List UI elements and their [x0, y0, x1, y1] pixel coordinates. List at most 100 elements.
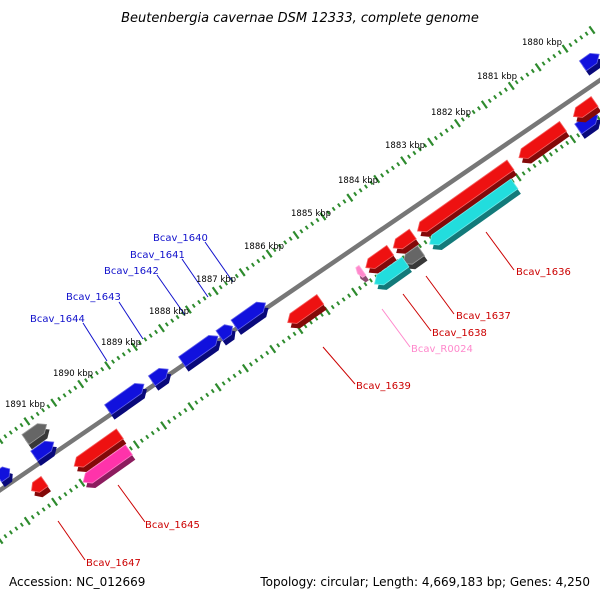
- outer-scale-tick: [541, 61, 546, 66]
- scale-label: 1885 kbp: [291, 209, 331, 219]
- inner-scale-tick: [269, 344, 277, 354]
- scale-label: 1891 kbp: [5, 400, 45, 410]
- gene-forward-body: [178, 335, 218, 367]
- inner-scale-tick: [336, 301, 341, 306]
- inner-scale-tick: [292, 331, 297, 337]
- outer-scale-tick: [191, 303, 196, 309]
- outer-scale-tick: [218, 284, 223, 290]
- gene-reverse: [73, 428, 127, 473]
- inner-scale-tick: [548, 152, 553, 157]
- outer-scale-tick: [552, 53, 557, 59]
- gene-forward-body: [104, 383, 144, 415]
- gene-label-forward: Bcav_1641: [130, 250, 185, 261]
- outer-scale-tick: [224, 281, 229, 286]
- inner-scale-tick: [363, 281, 368, 287]
- gene-pseudo-edge: [21, 423, 48, 445]
- inner-scale-tick: [156, 427, 161, 432]
- outer-scale-tick: [326, 210, 331, 215]
- outer-scale-tick: [573, 38, 578, 44]
- gene-reverse-body: [518, 121, 567, 159]
- outer-scale-tick: [170, 318, 175, 323]
- outer-scale-tick: [514, 79, 519, 85]
- outer-scale-tick: [89, 374, 94, 379]
- inner-scale-tick: [58, 495, 62, 501]
- genome-backbone: [0, 77, 600, 493]
- gene-rrna-body: [83, 444, 133, 484]
- gene-reverse: [287, 293, 327, 329]
- inner-scale-tick: [576, 133, 581, 138]
- outer-scale-tick: [154, 329, 159, 335]
- gene-reverse-edge: [572, 96, 599, 118]
- inner-scale-tick: [68, 488, 73, 493]
- outer-scale-tick: [277, 243, 282, 249]
- inner-scale-tick: [248, 362, 253, 367]
- gene-reverse-edge: [287, 293, 325, 324]
- gene-forward: [0, 466, 13, 487]
- inner-scale-tick: [368, 278, 373, 283]
- outer-scale-tick: [8, 430, 13, 435]
- inner-scale-tick: [565, 140, 570, 146]
- map-title: Beutenbergia cavernae DSM 12333, complet…: [121, 11, 479, 26]
- inner-scale-tick: [132, 440, 140, 449]
- inner-scale-tick: [227, 377, 232, 382]
- connector-bcav-r0024: [381, 308, 411, 348]
- outer-scale-tick: [450, 124, 455, 130]
- scale-label: 1884 kbp: [338, 176, 378, 186]
- gene-label-reverse: Bcav_1639: [356, 381, 411, 392]
- inner-scale-tick: [347, 293, 352, 298]
- connector-bcav-1643: [118, 301, 144, 340]
- inner-scale-tick: [541, 153, 549, 163]
- outer-scale-tick: [584, 31, 589, 36]
- inner-scale-tick: [150, 430, 155, 436]
- gene-reverse-body: [287, 294, 324, 324]
- inner-scale-tick: [314, 316, 319, 321]
- inner-scale-tick: [559, 144, 564, 149]
- gene-pseudo-body: [403, 245, 425, 265]
- gene-forward-edge: [178, 335, 219, 368]
- gene-reverse-body: [573, 96, 599, 118]
- outer-scale-tick: [30, 415, 35, 420]
- gene-reverse-body: [417, 160, 514, 232]
- outer-scale-tick: [337, 202, 342, 208]
- connector-bcav-1641: [181, 258, 209, 298]
- scale-label: 1882 kbp: [431, 108, 471, 118]
- gene-forward: [578, 52, 600, 76]
- gene-reverse: [518, 120, 570, 164]
- outer-scale-tick: [14, 426, 19, 432]
- inner-scale-tick: [63, 491, 68, 497]
- outer-scale-tick: [283, 240, 288, 245]
- gene-pseudo: [402, 245, 428, 270]
- outer-scale-tick: [530, 68, 535, 74]
- inner-scale-tick: [139, 438, 144, 443]
- inner-scale-tick: [74, 484, 79, 489]
- gene-rna-edge: [355, 264, 367, 278]
- inner-scale-tick: [259, 354, 264, 359]
- inner-scale-tick: [8, 530, 13, 535]
- gene-forward-body: [574, 114, 598, 134]
- gene-label-reverse: Bcav_1645: [145, 520, 200, 531]
- gene-forward-body: [0, 466, 10, 482]
- gene-features: [0, 52, 600, 498]
- outer-scale-tick: [568, 42, 573, 48]
- inner-scale-tick: [14, 526, 19, 531]
- outer-scale-tick: [57, 396, 62, 402]
- inner-scale-tick: [51, 497, 59, 507]
- outer-scale-tick: [62, 393, 67, 398]
- accession-text: Accession: NC_012669: [9, 575, 145, 589]
- inner-scale-tick: [210, 388, 215, 394]
- inner-scale-tick: [0, 538, 4, 545]
- inner-scale-tick: [254, 358, 259, 363]
- gene-label-reverse: Bcav_1637: [456, 311, 511, 322]
- inner-scale-tick: [23, 516, 31, 526]
- gene-label-forward: Bcav_1640: [153, 233, 208, 244]
- gene-label-rna: Bcav_R0024: [411, 344, 473, 355]
- gene-forward: [178, 335, 221, 372]
- outer-scale-tick: [288, 236, 293, 241]
- outer-scale-tick: [304, 225, 309, 230]
- outer-scale-tick: [50, 398, 58, 408]
- outer-scale-tick: [493, 94, 498, 100]
- gene-reverse-edge: [73, 428, 124, 468]
- inner-scale-tick: [358, 285, 362, 291]
- outer-scale-tick: [471, 109, 476, 115]
